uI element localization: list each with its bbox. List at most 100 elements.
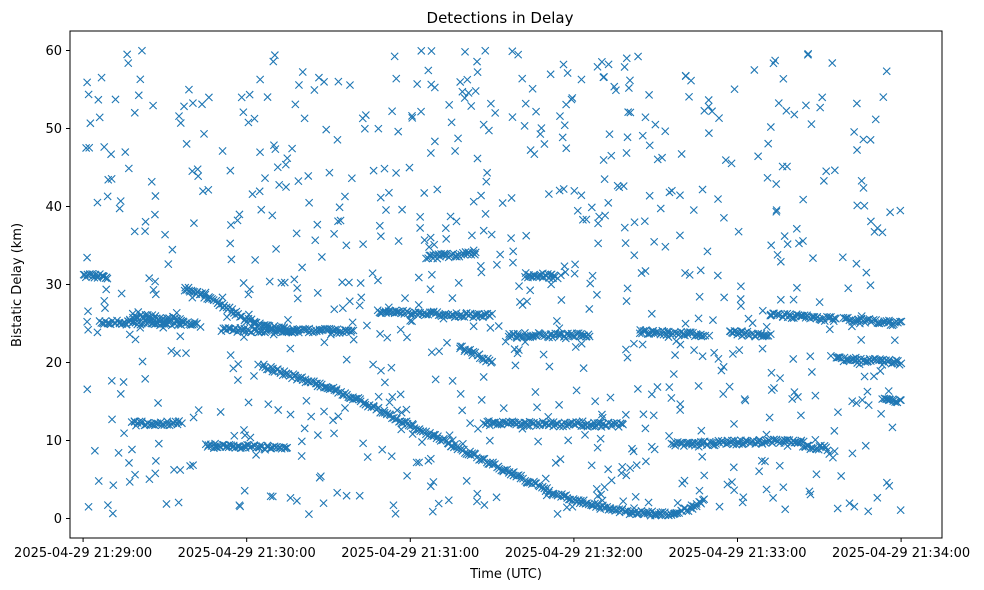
detection-point [809,312,818,321]
detection-point [145,475,154,484]
detection-point [104,319,113,328]
detection-point [451,147,460,156]
detection-point [88,269,97,278]
detection-point [186,462,195,471]
detection-point [454,134,463,143]
detection-point [830,447,839,456]
detection-point [570,186,579,195]
detection-point [605,130,614,139]
detection-point [623,353,632,362]
detection-point [264,400,273,409]
detection-point [467,231,476,240]
detection-point [456,77,465,86]
detection-point [694,314,703,323]
detection-point [559,185,568,193]
detection-point [268,367,277,376]
detection-point [464,88,473,97]
detection-point [137,46,146,55]
detection-point [681,72,690,81]
detection-point [389,501,398,510]
detection-point [700,495,709,504]
detection-point [342,241,351,250]
detection-point [607,476,616,485]
detection-point [848,449,857,458]
detection-point [362,321,371,330]
detection-point [458,312,467,321]
detection-point [216,407,225,416]
detection-point [394,127,403,136]
detection-point [123,50,132,59]
detection-point [734,227,743,236]
detection-point [480,501,489,510]
detection-point [647,390,656,399]
detection-point [632,461,641,470]
detection-point [599,156,608,164]
detection-point [477,191,486,200]
detection-point [333,488,342,497]
detection-point [758,306,767,315]
detection-point [623,284,632,293]
detection-point [776,257,785,266]
detection-point [116,389,125,398]
detection-point [236,312,245,321]
detection-point [859,183,868,192]
detection-point [864,401,873,410]
detection-point [564,436,573,445]
detection-point [546,418,555,427]
detection-point [794,239,803,248]
detection-point [600,175,609,184]
detection-point [635,329,644,338]
detection-point [320,77,329,86]
detection-point [335,203,344,212]
detection-point [506,470,515,479]
detection-point [811,435,820,444]
detection-point [776,295,785,304]
detection-point [413,80,422,89]
detection-point [862,268,871,277]
detection-point [252,443,261,452]
detection-point [796,411,805,420]
detection-point [588,271,597,280]
detection-point [866,217,875,226]
detection-point [408,430,417,439]
detection-point [376,366,385,375]
detection-point [688,504,697,513]
detection-point [855,360,864,369]
detection-point [93,198,102,207]
detection-point [721,156,730,165]
detection-point [297,437,306,446]
detection-point [511,418,520,427]
detection-point [369,401,378,410]
detection-point [361,111,370,120]
detection-point [383,333,392,342]
detection-point [373,276,382,285]
detection-point [826,351,835,360]
detection-point [670,328,679,337]
detection-point [783,240,792,249]
detection-point [388,392,397,401]
detection-point [545,362,554,371]
detection-point [403,333,412,342]
detection-point [476,261,485,270]
detection-point [251,255,260,264]
detection-point [307,377,316,386]
detection-point [741,436,750,445]
detection-point [270,51,279,60]
detection-point [460,94,469,103]
detection-point [776,374,785,383]
detection-point [884,387,893,396]
detection-point [288,144,297,153]
detection-point [198,187,207,196]
detection-point [488,309,497,318]
detection-point [523,478,532,487]
detection-point [347,174,356,183]
detection-point [355,491,364,500]
detection-point [391,509,400,518]
detection-point [333,135,342,144]
detection-point [767,241,776,250]
detection-point [639,326,648,335]
detection-point [710,348,719,357]
detection-point [322,125,331,134]
detection-point [330,229,339,238]
detection-point [108,509,117,518]
